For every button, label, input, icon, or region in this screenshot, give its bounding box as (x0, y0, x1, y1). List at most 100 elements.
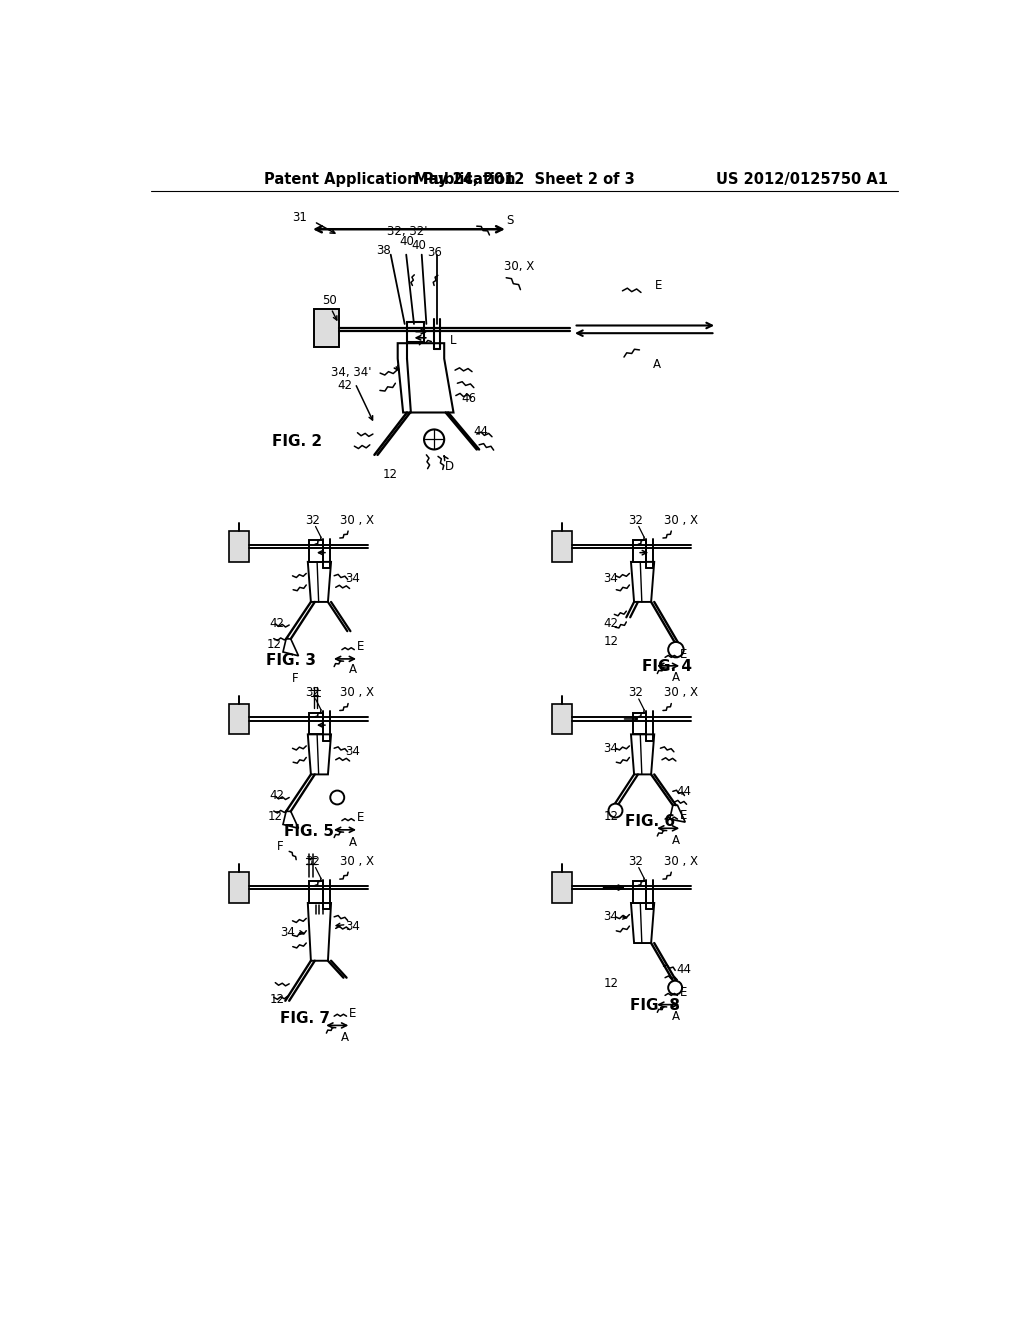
Text: 30 , X: 30 , X (664, 855, 697, 869)
Bar (633, 713, 646, 734)
Circle shape (331, 791, 344, 804)
Text: Patent Application Publication: Patent Application Publication (263, 172, 515, 186)
Text: 12: 12 (267, 810, 283, 824)
Bar (228, 873, 249, 903)
Bar (633, 540, 646, 562)
Text: 32: 32 (628, 686, 643, 700)
Bar (309, 882, 324, 903)
Text: 50: 50 (323, 294, 337, 308)
Text: 42: 42 (269, 789, 285, 803)
Text: 34: 34 (345, 920, 360, 933)
Text: FIG. 7: FIG. 7 (280, 1011, 330, 1026)
Text: 34: 34 (603, 911, 618, 924)
Polygon shape (631, 903, 654, 942)
Text: A: A (672, 1010, 680, 1023)
Bar (407, 322, 424, 342)
Text: 44: 44 (676, 964, 691, 977)
Polygon shape (631, 562, 654, 602)
Text: 32: 32 (305, 855, 319, 869)
Text: L: L (450, 334, 456, 347)
Text: 38: 38 (377, 244, 391, 257)
Bar (228, 704, 249, 734)
Text: A: A (349, 836, 356, 849)
Text: 44: 44 (676, 785, 691, 797)
Text: 32, 32': 32, 32' (387, 224, 427, 238)
Text: 34: 34 (281, 925, 295, 939)
Text: F: F (292, 672, 299, 685)
Text: 40: 40 (399, 235, 415, 248)
Text: 34: 34 (345, 744, 360, 758)
Text: 30 , X: 30 , X (664, 513, 697, 527)
Text: FIG. 5: FIG. 5 (284, 824, 334, 840)
Text: E: E (680, 809, 687, 822)
Bar (228, 531, 249, 562)
Text: 42: 42 (269, 616, 285, 630)
Text: 30 , X: 30 , X (664, 686, 697, 700)
Text: FIG. 4: FIG. 4 (642, 659, 691, 675)
Polygon shape (283, 812, 299, 829)
Text: D: D (445, 459, 455, 473)
Text: E: E (349, 1007, 356, 1019)
Polygon shape (283, 639, 299, 656)
Polygon shape (308, 562, 331, 602)
Text: US 2012/0125750 A1: US 2012/0125750 A1 (716, 172, 888, 186)
Text: 44: 44 (473, 425, 488, 438)
Text: 34: 34 (345, 573, 360, 585)
Text: 30 , X: 30 , X (340, 513, 375, 527)
Polygon shape (631, 734, 654, 775)
Text: A: A (341, 1031, 349, 1044)
Text: 34: 34 (603, 742, 618, 755)
Text: 34: 34 (603, 573, 618, 585)
Text: 42: 42 (337, 379, 352, 392)
Text: 32: 32 (628, 513, 643, 527)
Bar (552, 531, 572, 562)
Text: May 24, 2012  Sheet 2 of 3: May 24, 2012 Sheet 2 of 3 (415, 172, 635, 186)
Bar (314, 309, 339, 347)
Text: E: E (356, 810, 365, 824)
Text: FIG. 6: FIG. 6 (625, 814, 675, 829)
Text: F: F (276, 840, 284, 853)
Text: 30 , X: 30 , X (340, 686, 375, 700)
Circle shape (669, 642, 684, 657)
Text: FIG. 2: FIG. 2 (272, 434, 322, 449)
Text: 46: 46 (462, 392, 476, 405)
Polygon shape (397, 343, 454, 412)
Text: 12: 12 (382, 467, 397, 480)
Text: 12: 12 (603, 810, 618, 824)
Circle shape (608, 804, 623, 817)
Circle shape (669, 981, 682, 995)
Text: A: A (672, 834, 680, 847)
Text: 42: 42 (603, 616, 618, 630)
Polygon shape (670, 805, 685, 822)
Text: S: S (507, 214, 514, 227)
Text: 32: 32 (305, 513, 319, 527)
Text: E: E (680, 648, 687, 661)
Text: 30 , X: 30 , X (340, 855, 375, 869)
Text: E: E (655, 279, 663, 292)
Text: 36: 36 (427, 246, 441, 259)
Text: 12: 12 (603, 635, 618, 648)
Polygon shape (308, 734, 331, 775)
Text: 32: 32 (628, 855, 643, 869)
Text: 32: 32 (305, 686, 319, 700)
Circle shape (424, 429, 444, 449)
Bar (552, 873, 572, 903)
Text: 12: 12 (603, 977, 618, 990)
Bar (309, 713, 324, 734)
Text: 40: 40 (412, 239, 426, 252)
Text: A: A (672, 671, 680, 684)
Text: 12: 12 (266, 638, 282, 651)
Text: A: A (653, 358, 662, 371)
Text: FIG. 8: FIG. 8 (630, 998, 680, 1012)
Bar (633, 882, 646, 903)
Text: FIG. 3: FIG. 3 (266, 653, 315, 668)
Text: 30, X: 30, X (504, 260, 535, 273)
Text: E: E (680, 986, 687, 999)
Text: 34, 34': 34, 34' (331, 366, 372, 379)
Bar (552, 704, 572, 734)
Text: 12: 12 (270, 993, 285, 1006)
Text: E: E (356, 640, 365, 653)
Text: A: A (349, 663, 356, 676)
Bar (309, 540, 324, 562)
Text: 31: 31 (293, 211, 307, 224)
